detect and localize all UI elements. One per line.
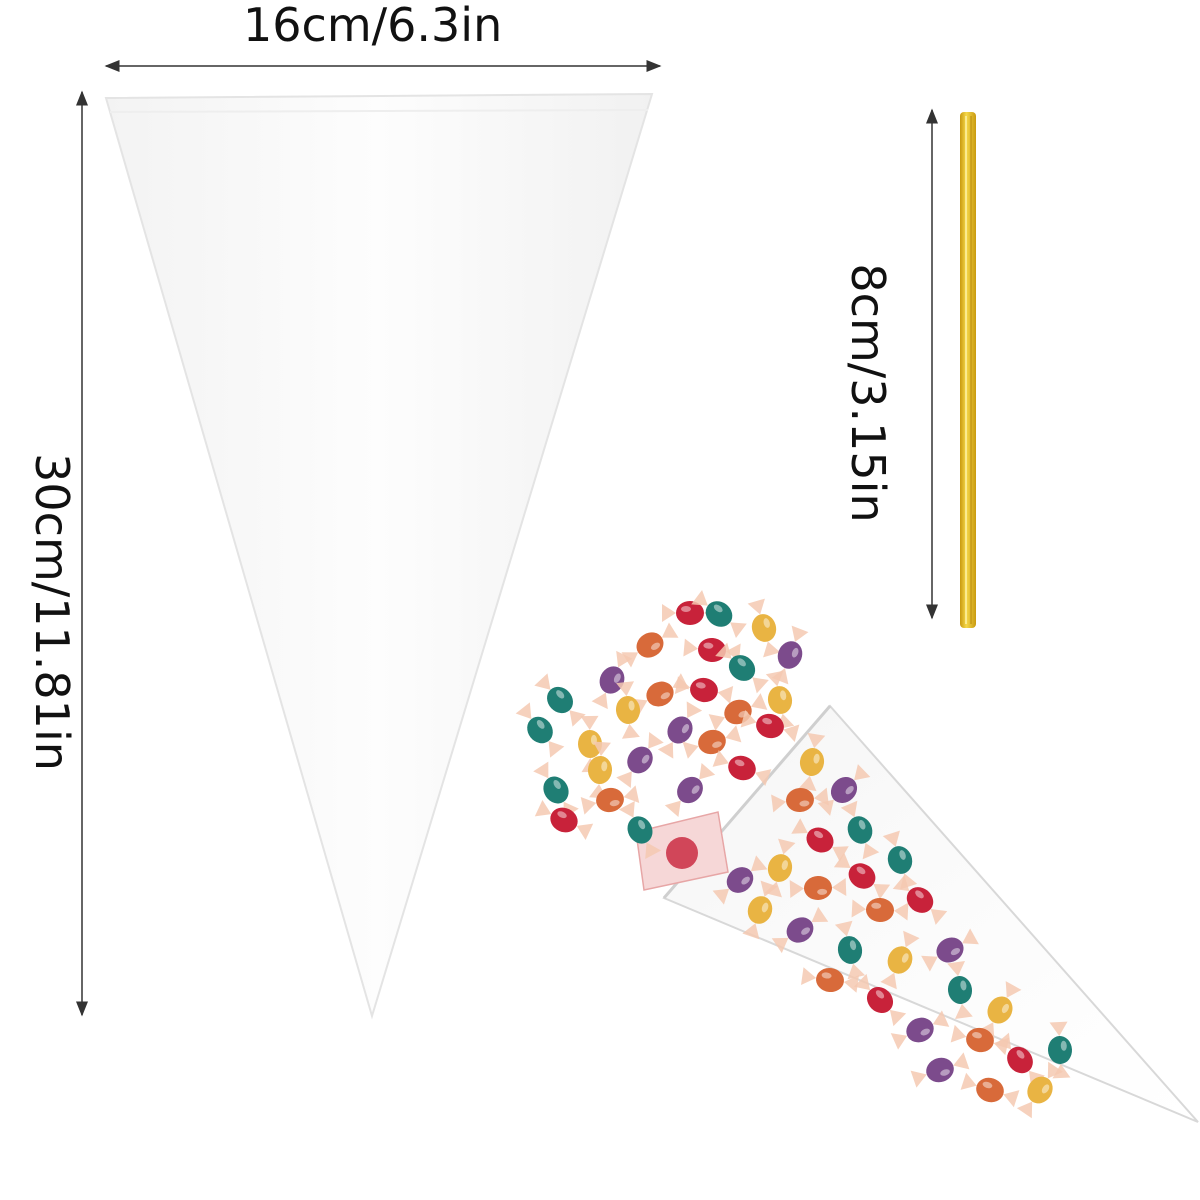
wrapped-candy-icon [1016, 1061, 1064, 1119]
wrapped-candy-icon [534, 800, 594, 840]
wrapped-candy-icon [591, 650, 633, 710]
wrapped-candy-icon [771, 787, 829, 813]
wrapped-candy-icon [664, 762, 716, 818]
wrapped-candy-icon [615, 681, 641, 739]
wrapped-candy-icon [947, 961, 973, 1019]
wrapped-candy-icon [715, 642, 769, 694]
wrapped-candy-icon [817, 764, 871, 816]
wrapped-candy-icon [691, 589, 747, 639]
wrapped-candy-icon [789, 875, 847, 901]
wrapped-candy-icon [682, 725, 742, 759]
candy-filled-bag-icon [635, 704, 1199, 1123]
wrapped-candy-icon [834, 920, 866, 980]
wrapped-candy-icon [621, 622, 679, 668]
wrapped-candy-icon [618, 801, 662, 859]
bag-width-label: 16cm/6.3in [243, 0, 503, 52]
candy-group [515, 589, 1073, 1119]
wrapped-candy-icon [764, 838, 796, 898]
wrapped-candy-icon [740, 710, 800, 742]
wrapped-candy-icon [515, 702, 565, 758]
wrapped-candy-icon [840, 800, 880, 860]
tie-length-label: 8cm/3.15in [841, 263, 895, 523]
wrapped-candy-icon [890, 1010, 950, 1050]
bag-height-label: 30cm/11.81in [25, 453, 79, 771]
wrapped-candy-icon [833, 852, 891, 900]
wrapped-candy-icon [616, 732, 664, 788]
wrapped-candy-icon [657, 701, 703, 759]
wrapped-candy-icon [580, 785, 640, 815]
wrapped-candy-icon [747, 598, 781, 658]
wrapped-candy-icon [892, 875, 948, 925]
twist-tie-icon [960, 112, 976, 628]
wrapped-candy-icon [798, 732, 826, 792]
wrapped-candy-icon [853, 973, 907, 1027]
wrapped-candy-icon [534, 673, 586, 727]
wrapped-candy-icon [742, 880, 778, 940]
wrapped-candy-icon [674, 676, 734, 704]
wrapped-candy-icon [791, 818, 849, 862]
wrapped-candy-icon [712, 855, 768, 905]
wrapped-candy-icon [801, 967, 859, 993]
cone-bag-icon [104, 92, 654, 1020]
wrapped-candy-icon [921, 928, 979, 972]
wrapped-candy-icon [880, 930, 920, 990]
wrapped-candy-icon [960, 1072, 1020, 1108]
wrapped-candy-icon [910, 1052, 970, 1088]
wrapped-candy-icon [950, 1024, 1010, 1056]
wrapped-candy-icon [771, 906, 829, 954]
wrapped-candy-icon [851, 897, 909, 923]
wrapped-candy-icon [712, 749, 772, 787]
